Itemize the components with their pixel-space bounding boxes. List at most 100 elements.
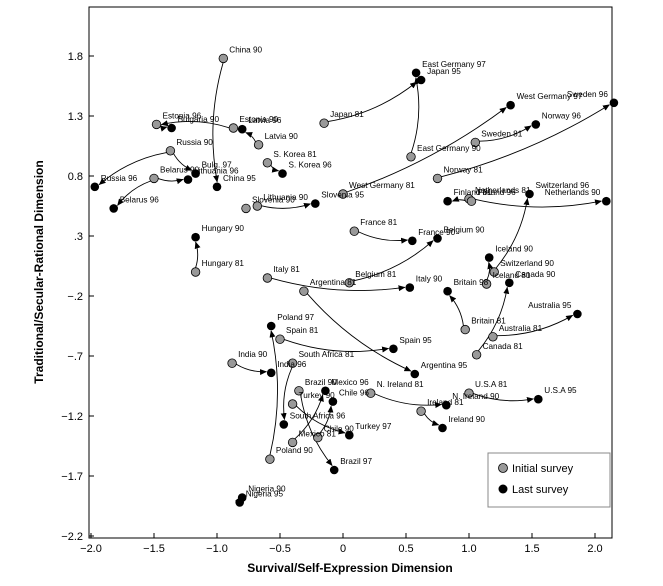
data-point xyxy=(443,286,452,296)
plot-frame xyxy=(88,6,613,539)
point-label: Norway 96 xyxy=(542,111,582,120)
point-label: Sweden 81 xyxy=(481,129,522,138)
trajectory-arrow xyxy=(424,413,440,426)
point-label: Britain 98 xyxy=(454,278,489,287)
point-label: Canada 90 xyxy=(515,270,556,279)
data-point xyxy=(109,204,118,213)
data-point xyxy=(313,432,323,443)
legend-marker-last xyxy=(498,484,508,494)
data-point xyxy=(405,283,415,292)
point-label: Norway 81 xyxy=(444,165,484,174)
data-point xyxy=(90,182,100,192)
y-tick-label: −.7 xyxy=(67,351,83,363)
point-label: Belarus 96 xyxy=(120,195,160,204)
trajectory-arrow xyxy=(449,295,464,326)
data-point xyxy=(278,169,287,178)
point-label: West Germany 97 xyxy=(517,92,583,101)
data-point xyxy=(464,388,474,398)
data-point xyxy=(227,358,237,368)
point-label: China 90 xyxy=(229,45,262,54)
data-point xyxy=(191,232,200,242)
trajectory-arrow xyxy=(159,125,168,132)
data-point xyxy=(344,278,355,288)
point-label: Estonia 96 xyxy=(163,111,202,120)
data-point xyxy=(275,334,285,344)
x-tick-label: −1.5 xyxy=(143,543,165,555)
point-label: Lithuania 96 xyxy=(194,167,239,176)
point-label: Netherlands 90 xyxy=(545,188,601,197)
x-tick-label: 1.5 xyxy=(524,543,539,555)
point-label: France 90 xyxy=(418,228,455,237)
trajectory-arrow xyxy=(497,314,574,337)
point-label: Hungary 81 xyxy=(202,259,245,268)
legend-label-last: Last survey xyxy=(512,484,569,496)
y-tick-label: 1.3 xyxy=(68,111,83,123)
trajectory-arrow xyxy=(495,197,530,269)
point-label: Spain 81 xyxy=(286,326,319,335)
point-label: U.S.A 95 xyxy=(544,386,577,395)
data-point xyxy=(531,120,541,129)
data-point xyxy=(241,203,251,214)
point-label: Latvia 96 xyxy=(248,116,282,125)
trajectory-arrow xyxy=(98,152,167,186)
point-label: Hungary 90 xyxy=(202,224,245,233)
point-label: Iceland 81 xyxy=(493,271,531,280)
data-point xyxy=(410,369,420,379)
point-label: Italy 90 xyxy=(416,275,443,284)
data-point xyxy=(416,406,426,416)
point-label: Poland 97 xyxy=(277,313,314,322)
legend-label-initial: Initial survey xyxy=(512,463,574,475)
point-label: South Africa 81 xyxy=(299,350,355,359)
data-point xyxy=(525,189,534,199)
point-label: Canada 81 xyxy=(483,342,524,351)
data-point xyxy=(165,146,176,156)
point-label: Nigeria 90 xyxy=(248,485,286,494)
point-label: Brazil 90 xyxy=(305,378,337,387)
trajectory-arrow xyxy=(173,153,193,171)
point-label: India 96 xyxy=(277,360,307,369)
data-point xyxy=(602,196,611,206)
data-point xyxy=(266,368,276,378)
y-axis-title: Traditional/Secular-Rational Dimension xyxy=(32,160,46,383)
data-point xyxy=(505,278,514,288)
y-tick-label: 0.8 xyxy=(68,171,83,183)
point-label: Britain 81 xyxy=(471,317,506,326)
x-tick-label: −1.0 xyxy=(206,543,228,555)
point-label: Russia 90 xyxy=(176,138,213,147)
data-point xyxy=(212,182,222,192)
trajectory-arrow xyxy=(296,405,346,435)
trajectory-arrow xyxy=(236,363,267,376)
trajectory-arrow xyxy=(319,405,334,434)
trajectory-arrow xyxy=(261,202,311,209)
data-point xyxy=(191,169,200,178)
point-label: Iceland 90 xyxy=(495,245,533,254)
point-label: East Germany 97 xyxy=(422,60,486,69)
x-tick-label: 1.0 xyxy=(461,543,476,555)
data-point xyxy=(442,400,451,410)
trajectory-arrow xyxy=(477,286,510,352)
trajectory-arrow xyxy=(294,394,324,440)
data-point xyxy=(287,358,298,368)
x-axis-title: Survival/Self-Expression Dimension xyxy=(247,561,452,575)
y-tick-label: 1.8 xyxy=(68,51,83,63)
trajectory-arrow xyxy=(473,393,534,403)
point-label: China 95 xyxy=(223,174,256,183)
point-label: Switzerland 96 xyxy=(536,181,590,190)
data-point xyxy=(366,388,376,398)
trajectory-arrow xyxy=(486,261,494,280)
trajectory-arrow xyxy=(346,107,507,193)
trajectory-arrow xyxy=(270,165,280,173)
y-tick-label: .3 xyxy=(74,231,83,243)
data-point xyxy=(609,98,619,108)
y-tick-label: −1.7 xyxy=(61,471,83,483)
trajectory-arrow xyxy=(441,104,610,178)
trajectory-arrow xyxy=(374,393,443,409)
data-point xyxy=(345,430,354,440)
data-point xyxy=(408,236,417,246)
point-label: Bulg. 97 xyxy=(202,161,232,170)
trajectory-arrow xyxy=(327,81,418,122)
point-label: Chile 96 xyxy=(339,389,369,398)
data-point xyxy=(466,196,477,206)
y-axis-ticks: 1.8 1.3 0.8 .3 −.2 −.7 −1.2 −1.7 −2.2 xyxy=(61,51,94,543)
point-label: Japan 81 xyxy=(330,110,364,119)
